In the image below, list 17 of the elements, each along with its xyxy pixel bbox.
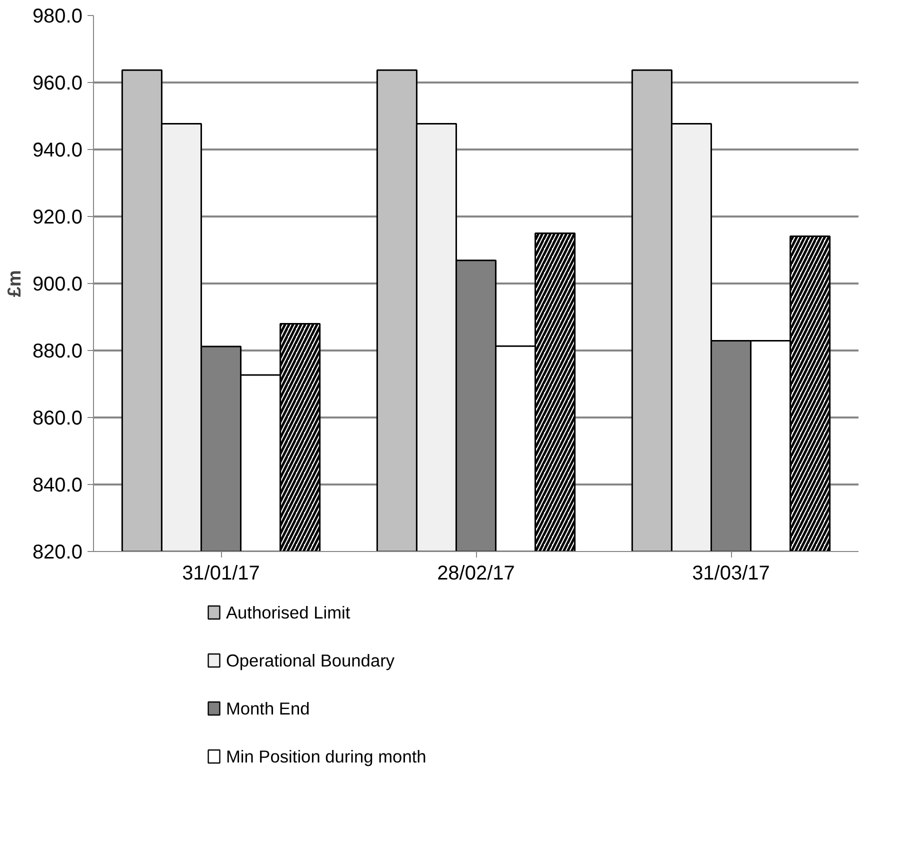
y-tick-label: 920.0	[32, 206, 83, 228]
y-tick-label: 960.0	[32, 72, 83, 94]
y-tick-label: 820.0	[32, 542, 83, 564]
y-axis-title: £m	[3, 270, 24, 297]
legend-label: Operational Boundary	[226, 650, 395, 670]
legend-label: Month End	[226, 698, 310, 718]
y-tick-label: 880.0	[32, 340, 83, 362]
y-tick-label: 860.0	[32, 408, 83, 430]
y-tick-label: 840.0	[32, 474, 83, 496]
x-tick-label: 28/02/17	[437, 562, 515, 584]
y-tick-label: 980.0	[32, 6, 83, 28]
y-tick-label: 900.0	[32, 274, 83, 296]
x-tick-label: 31/03/17	[692, 562, 770, 584]
legend-label: Min Position during month	[226, 746, 426, 766]
legend-label: Authorised Limit	[226, 602, 350, 622]
y-tick-label: 940.0	[32, 140, 83, 162]
x-tick-label: 31/01/17	[182, 562, 260, 584]
